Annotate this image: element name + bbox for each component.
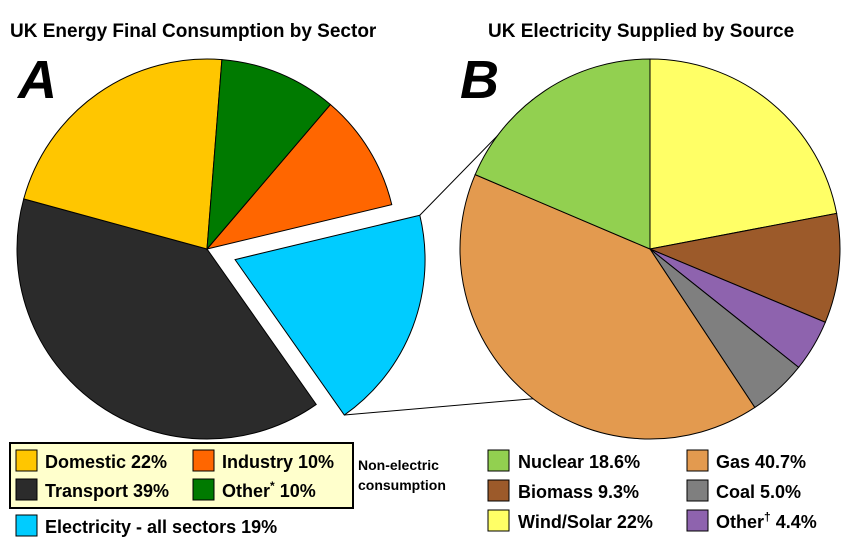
pie-slice-b-gas <box>459 173 756 440</box>
pie-slice-a-domestic <box>23 58 223 250</box>
pie-a <box>16 58 426 440</box>
legend-label-other-source-value: 4.4% <box>771 512 817 532</box>
legend-note-line1: Non-electric <box>358 457 439 473</box>
legend-label-gas: Gas 40.7% <box>716 452 806 472</box>
legend-label-transport: Transport 39% <box>45 481 169 501</box>
legend-label-other-sector-sup: * <box>270 479 275 493</box>
legend-swatch-industry <box>192 449 215 472</box>
pie-slice-b-biomass <box>648 212 841 323</box>
pie-slice-a-electricity <box>234 214 426 416</box>
legend-swatch-wind-solar <box>487 509 510 532</box>
legend-swatch-other-sector <box>192 478 215 501</box>
legend-label-other-sector-text: Other <box>222 481 270 501</box>
legend-swatch-other-source <box>686 509 709 532</box>
legend-label-industry: Industry 10% <box>222 452 334 472</box>
legend-label-wind-solar: Wind/Solar 22% <box>518 512 653 532</box>
pie-b <box>459 58 841 440</box>
panel-a-label: A <box>16 50 57 110</box>
legend-swatch-electricity <box>15 514 38 537</box>
pie-slice-a-industry <box>205 103 393 250</box>
connector-line-bottom <box>344 398 534 416</box>
legend-label-electricity: Electricity - all sectors 19% <box>45 517 277 537</box>
legend-a-box <box>9 442 354 509</box>
legend-label-nuclear: Nuclear 18.6% <box>518 452 640 472</box>
legend-label-biomass: Biomass 9.3% <box>518 482 639 502</box>
legend-label-domestic: Domestic 22% <box>45 452 167 472</box>
pie-slice-a-other <box>206 59 332 251</box>
legend-swatch-domestic <box>15 449 38 472</box>
legend-swatch-transport <box>15 478 38 501</box>
legend-label-other-source: Other† 4.4% <box>716 510 817 532</box>
legend-note-line2: consumption <box>358 477 446 493</box>
pie-slice-b-wind-solar <box>649 58 838 250</box>
legend-swatch-biomass <box>487 479 510 502</box>
legend-swatch-nuclear <box>487 449 510 472</box>
chart-a-title: UK Energy Final Consumption by Sector <box>10 21 377 42</box>
pie-slice-a-transport <box>16 198 317 440</box>
legend-label-other-source-sup: † <box>764 510 771 524</box>
legend-swatch-gas <box>686 449 709 472</box>
legend-label-coal: Coal 5.0% <box>716 482 801 502</box>
pie-slice-b-nuclear <box>474 58 651 250</box>
legend-label-other-sector-value: 10% <box>275 481 316 501</box>
legend-swatch-coal <box>686 479 709 502</box>
legend-label-other-source-text: Other <box>716 512 764 532</box>
chart-b-title: UK Electricity Supplied by Source <box>488 21 794 42</box>
panel-b-label: B <box>460 50 499 110</box>
legend-label-other-sector: Other* 10% <box>222 479 316 501</box>
